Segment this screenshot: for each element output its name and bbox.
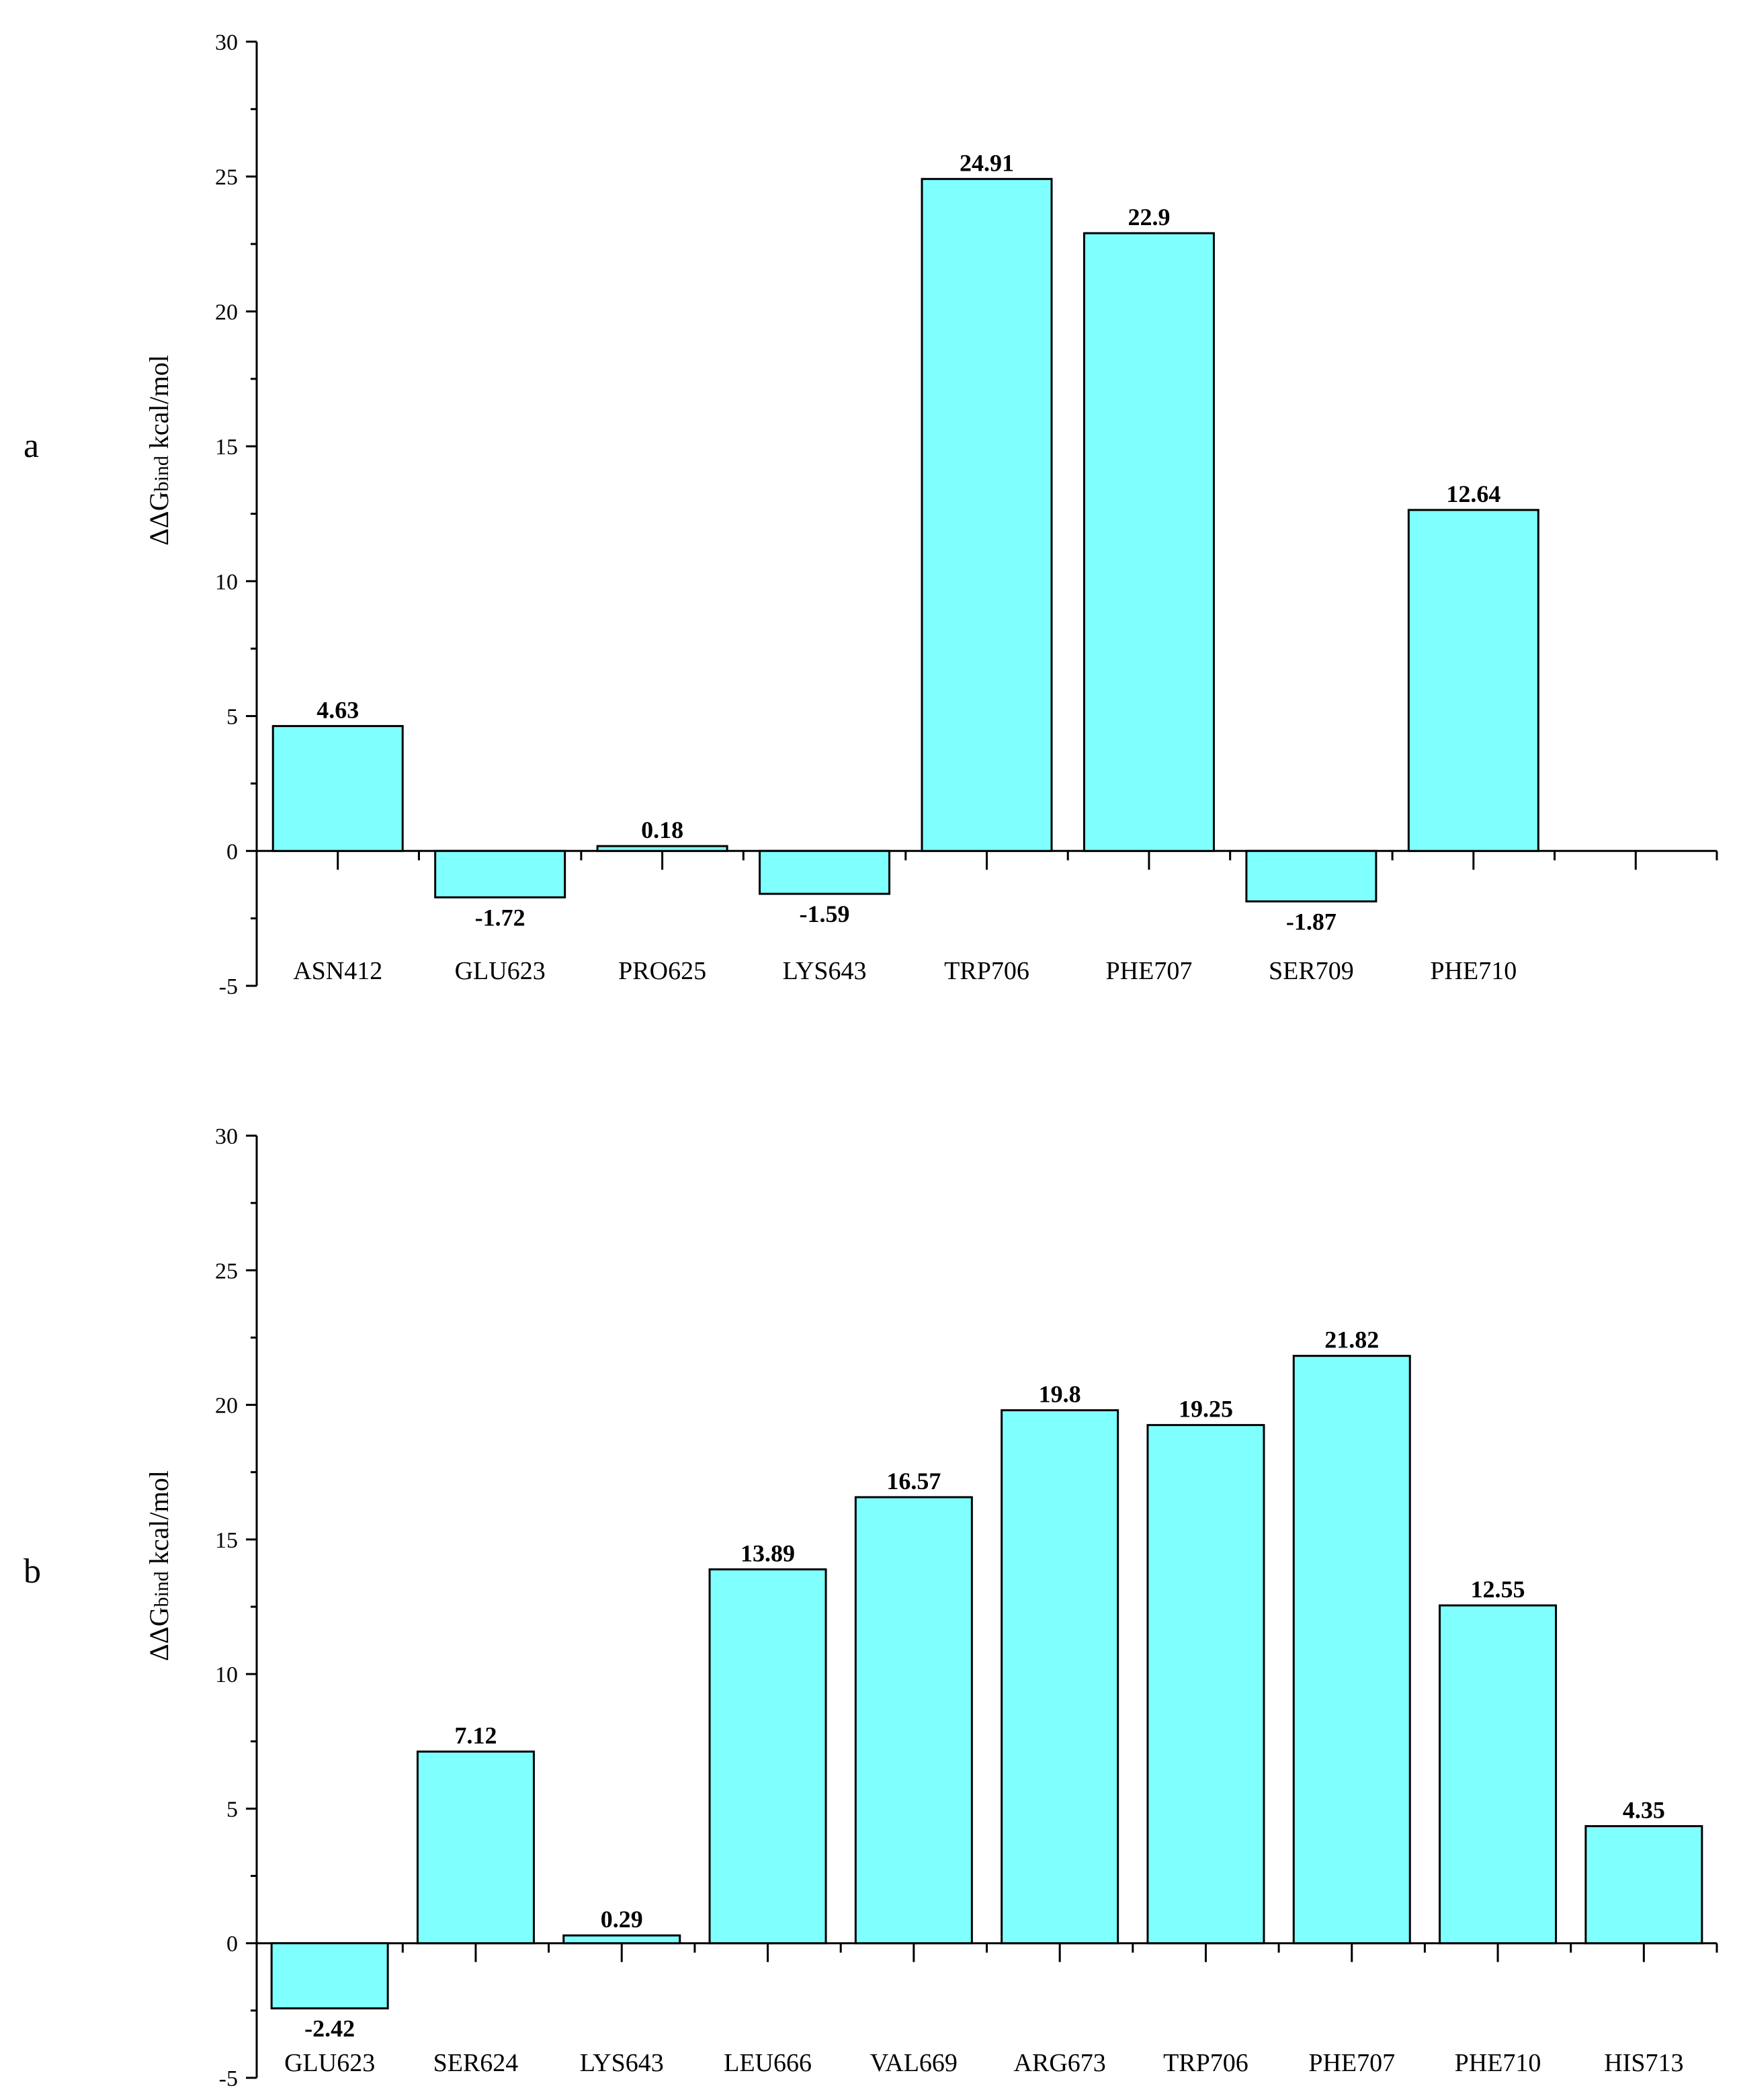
y-tick-label: 30 bbox=[215, 1124, 238, 1149]
chart-panel-a: a ΔΔGbind kcal/mol -5 0 5 10 15 20 25 30 4.63 ASN41… bbox=[24, 30, 1718, 999]
y-tick-label: 20 bbox=[215, 1394, 238, 1419]
bar-lys643 bbox=[759, 849, 891, 895]
x-tick-label-lys643: LYS643 bbox=[580, 2049, 664, 2077]
x-tick-label-ser709: SER709 bbox=[1269, 957, 1354, 985]
x-tick-label-lys643: LYS643 bbox=[783, 957, 867, 985]
x-tick-label-glu623: GLU623 bbox=[455, 957, 546, 985]
x-tick-label-trp706: TRP706 bbox=[944, 957, 1029, 985]
x-tick-label-phe710: PHE710 bbox=[1455, 2049, 1541, 2077]
bar-leu666 bbox=[708, 1568, 827, 1945]
bar-trp706 bbox=[921, 177, 1053, 852]
data-label-val669: 16.57 bbox=[886, 1468, 941, 1495]
data-label-pro625: 0.18 bbox=[641, 816, 683, 843]
x-tick-label-ser624: SER624 bbox=[433, 2049, 519, 2077]
bar-phe710 bbox=[1439, 1604, 1558, 1945]
data-label-glu623: -1.72 bbox=[475, 904, 525, 931]
data-label-lys643: 0.29 bbox=[601, 1906, 643, 1933]
y-tick-label: 15 bbox=[215, 435, 238, 460]
x-tick-label-phe707: PHE707 bbox=[1106, 957, 1193, 985]
y-tick-label: 0 bbox=[226, 839, 238, 864]
y-tick-label: 30 bbox=[215, 30, 238, 55]
y-tick-label: -5 bbox=[219, 974, 238, 999]
y-tick-label: 15 bbox=[215, 1528, 238, 1553]
bar-ser709 bbox=[1245, 849, 1378, 902]
data-label-phe710: 12.64 bbox=[1446, 480, 1500, 507]
data-label-phe710: 12.55 bbox=[1471, 1576, 1525, 1603]
bar-his713 bbox=[1584, 1824, 1703, 1945]
data-label-ser709: -1.87 bbox=[1286, 908, 1337, 935]
data-label-leu666: 13.89 bbox=[740, 1540, 795, 1566]
data-label-trp706: 24.91 bbox=[960, 149, 1014, 176]
x-tick-label-pro625: PRO625 bbox=[618, 957, 706, 985]
y-tick-label: 25 bbox=[215, 1259, 238, 1284]
y-axis-title: ΔΔGbind kcal/mol bbox=[144, 1470, 174, 1661]
data-label-phe707: 22.9 bbox=[1128, 204, 1170, 230]
y-tick-label: 10 bbox=[215, 570, 238, 595]
data-label-asn412: 4.63 bbox=[316, 696, 359, 723]
data-label-lys643: -1.59 bbox=[800, 900, 850, 927]
x-tick-label-leu666: LEU666 bbox=[724, 2049, 812, 2077]
data-label-arg673: 19.8 bbox=[1039, 1381, 1081, 1408]
bar-phe707 bbox=[1083, 232, 1215, 852]
data-label-his713: 4.35 bbox=[1623, 1796, 1665, 1823]
bar-lys643 bbox=[562, 1934, 681, 1945]
data-label-ser624: 7.12 bbox=[454, 1722, 497, 1749]
x-tick-label-trp706: TRP706 bbox=[1163, 2049, 1248, 2077]
x-tick-label-glu623: GLU623 bbox=[284, 2049, 375, 2077]
bar-pro625 bbox=[596, 845, 728, 852]
y-tick-label: 20 bbox=[215, 300, 238, 325]
data-label-glu623: -2.42 bbox=[304, 2015, 355, 2042]
y-tick-label: 25 bbox=[215, 165, 238, 190]
x-tick-label-asn412: ASN412 bbox=[293, 957, 382, 985]
bar-val669 bbox=[854, 1496, 973, 1945]
x-tick-label-his713: HIS713 bbox=[1604, 2049, 1683, 2077]
bar-arg673 bbox=[1001, 1409, 1119, 1945]
y-tick-label: 0 bbox=[226, 1932, 238, 1957]
bar-phe710 bbox=[1407, 509, 1539, 852]
bar-trp706 bbox=[1146, 1424, 1265, 1945]
panel-label-a: a bbox=[24, 427, 39, 465]
bar-asn412 bbox=[271, 724, 404, 852]
y-tick-label: 5 bbox=[226, 1797, 238, 1822]
bar-ser624 bbox=[416, 1751, 535, 1945]
bar-glu623 bbox=[270, 1942, 389, 2010]
panel-label-b: b bbox=[24, 1552, 41, 1591]
data-label-phe707: 21.82 bbox=[1324, 1327, 1379, 1353]
data-label-trp706: 19.25 bbox=[1179, 1396, 1233, 1423]
y-tick-label: -5 bbox=[219, 2066, 238, 2091]
bar-glu623 bbox=[434, 849, 566, 898]
y-tick-label: 10 bbox=[215, 1663, 238, 1687]
x-tick-label-val669: VAL669 bbox=[870, 2049, 958, 2077]
x-tick-label-phe710: PHE710 bbox=[1430, 957, 1517, 985]
x-tick-label-arg673: ARG673 bbox=[1014, 2049, 1106, 2077]
y-axis-title: ΔΔGbind kcal/mol bbox=[144, 355, 174, 546]
x-tick-label-phe707: PHE707 bbox=[1308, 2049, 1395, 2077]
y-tick-label: 5 bbox=[226, 705, 238, 730]
bar-phe707 bbox=[1292, 1355, 1411, 1945]
chart-panel-b: b ΔΔGbind kcal/mol -5 0 5 10 15 20 25 30 -2.42 GLU6… bbox=[24, 1124, 1718, 2091]
